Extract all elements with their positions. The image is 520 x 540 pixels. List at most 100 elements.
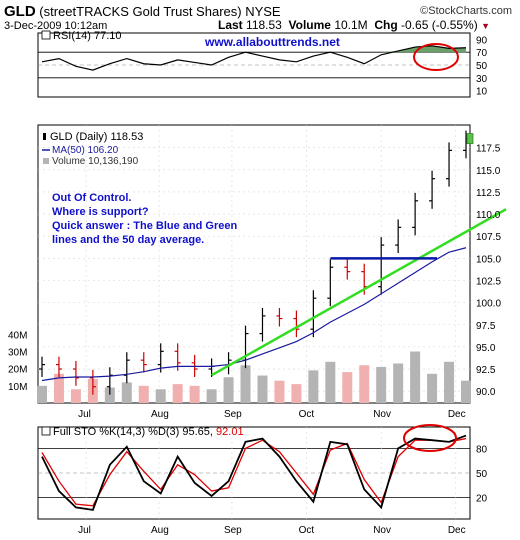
volume-bar — [444, 361, 455, 403]
sto-label: Full STO %K(14,3) %D(3) 95.65, 92.01 — [53, 426, 244, 438]
price-tick-label: 102.5 — [476, 276, 501, 287]
month-label: Dec — [448, 409, 466, 420]
brand: ©StockCharts.com — [420, 5, 512, 17]
volume-bar — [37, 385, 47, 403]
rsi-line — [41, 45, 467, 71]
month-label: Jul — [78, 409, 91, 420]
rsi-legend-box — [41, 30, 51, 40]
sto-k-line — [41, 434, 467, 511]
rsi-overbought-fill — [381, 45, 466, 53]
legend-candle-swatch — [43, 133, 46, 140]
watermark: www.allabouttrends.net — [204, 35, 340, 49]
volume-tick-label: 10M — [8, 382, 27, 393]
annotation-line-3: Quick answer : The Blue and Green — [52, 220, 237, 232]
volume-bar — [138, 385, 149, 403]
symbol-title: GLD (streetTRACKS Gold Trust Shares) NYS… — [4, 3, 281, 20]
last-label: Last — [218, 18, 243, 32]
legend-gld: GLD (Daily) 118.53 — [50, 131, 143, 143]
symbol: GLD — [4, 3, 36, 20]
month-label: Aug — [151, 525, 169, 536]
quote-summary: Last 118.53 Volume 10.1M Chg -0.65 (-0.5… — [218, 18, 490, 32]
volume-bar — [461, 380, 471, 403]
green-trend-line — [210, 208, 507, 377]
volume-bar — [223, 377, 234, 403]
sto-tick-label: 50 — [476, 469, 488, 480]
volume-bar — [342, 372, 353, 403]
volume-value: 10.1M — [334, 18, 368, 32]
price-tick-label: 117.5 — [476, 144, 501, 155]
down-arrow-icon: ▼ — [481, 21, 490, 31]
sto-tick-label: 80 — [476, 444, 488, 455]
month-label: Nov — [373, 409, 391, 420]
datetime: 3-Dec-2009 10:12am — [4, 20, 108, 32]
month-label: Jul — [78, 525, 91, 536]
volume-label: Volume — [288, 18, 331, 32]
month-label: Sep — [224, 409, 242, 420]
annotation-line-4: lines and the 50 day average. — [52, 234, 204, 246]
price-tick-label: 100.0 — [476, 299, 501, 310]
volume-bar — [70, 389, 81, 403]
volume-tick-label: 30M — [8, 348, 27, 359]
volume-bar — [206, 389, 217, 403]
volume-bar — [189, 385, 200, 403]
volume-bar — [53, 373, 64, 403]
sto-tick-label: 20 — [476, 494, 488, 505]
last-value: 118.53 — [246, 18, 282, 32]
volume-bar — [240, 365, 251, 403]
volume-tick-label: 20M — [8, 365, 27, 376]
price-tick-label: 97.5 — [476, 321, 496, 332]
chg-label: Chg — [374, 18, 398, 32]
volume-bar — [308, 370, 319, 403]
sto-legend-box — [41, 426, 51, 436]
annotation-line-2: Where is support? — [52, 206, 149, 218]
month-label: Sep — [224, 525, 242, 536]
sto-highlight-circle — [403, 424, 457, 452]
price-tick-label: 95.0 — [476, 343, 496, 354]
rsi-label: RSI(14) 77.10 — [53, 30, 121, 42]
chg-value: -0.65 (-0.55%) — [401, 18, 478, 32]
volume-bar — [410, 351, 421, 403]
legend-volume: Volume 10,136,190 — [52, 156, 139, 167]
annotation-line-1: Out Of Control. — [52, 192, 131, 204]
price-legend: GLD (Daily) 118.53 MA(50) 106.20 Volume … — [42, 131, 143, 167]
volume-bar — [393, 363, 404, 403]
rsi-tick-label: 70 — [476, 48, 488, 59]
volume-bar — [172, 384, 183, 403]
price-tick-label: 110.0 — [476, 210, 501, 221]
volume-bar — [359, 365, 370, 403]
volume-bar — [155, 389, 166, 403]
rsi-tick-label: 50 — [476, 61, 488, 72]
month-label: Oct — [299, 525, 315, 536]
annotation-block: Out Of Control. Where is support? Quick … — [52, 192, 237, 246]
sto-label-prefix: Full STO %K(14,3) %D(3) 95.65, — [53, 426, 213, 438]
sto-label-d: 92.01 — [216, 426, 244, 438]
exchange: NYSE — [245, 4, 281, 19]
price-tick-label: 107.5 — [476, 232, 501, 243]
last-price-marker — [466, 133, 474, 144]
volume-bar — [257, 375, 268, 403]
volume-bar — [376, 366, 387, 403]
volume-bar — [325, 361, 336, 403]
month-label: Dec — [448, 525, 466, 536]
price-tick-label: 92.5 — [476, 365, 496, 376]
security-name: (streetTRACKS Gold Trust Shares) — [39, 4, 242, 19]
rsi-tick-label: 30 — [476, 74, 488, 85]
month-label: Oct — [299, 409, 315, 420]
rsi-tick-label: 10 — [476, 87, 488, 98]
price-tick-label: 105.0 — [476, 254, 501, 265]
month-label: Nov — [373, 525, 391, 536]
rsi-highlight-circle — [413, 43, 459, 71]
legend-vol-swatch — [43, 158, 49, 164]
volume-bar — [427, 373, 438, 403]
volume-bar — [104, 387, 115, 403]
volume-bar — [274, 380, 285, 403]
rsi-tick-label: 90 — [476, 35, 488, 46]
volume-bar — [291, 384, 302, 403]
ma50-line — [41, 247, 467, 382]
price-tick-label: 115.0 — [476, 166, 501, 177]
volume-bar — [121, 382, 132, 403]
month-label: Aug — [151, 409, 169, 420]
price-tick-label: 112.5 — [476, 188, 501, 199]
price-tick-label: 90.0 — [476, 387, 496, 398]
